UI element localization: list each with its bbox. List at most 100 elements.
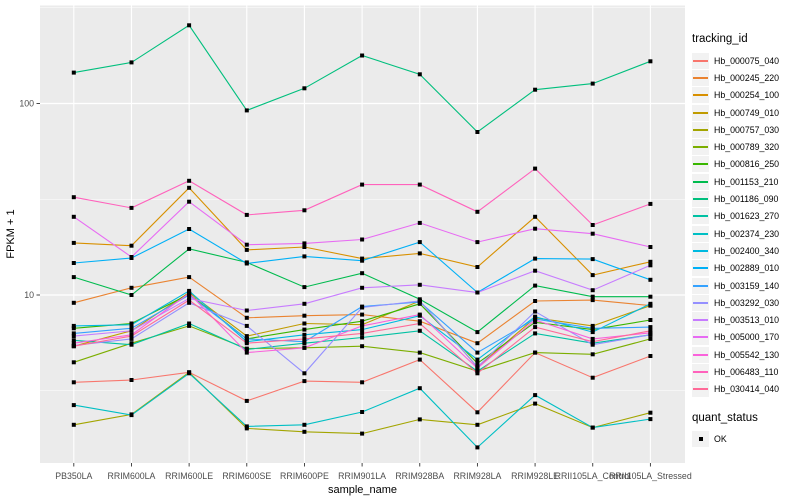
legend-item-label: Hb_002889_010 bbox=[714, 263, 780, 274]
legend-key bbox=[692, 139, 709, 156]
y-axis-title: FPKM + 1 bbox=[5, 209, 17, 258]
legend-item: Hb_000749_010 bbox=[692, 104, 800, 121]
data-point bbox=[417, 321, 422, 326]
data-point bbox=[417, 240, 422, 245]
data-point bbox=[533, 401, 538, 406]
data-point bbox=[590, 330, 595, 335]
data-point bbox=[302, 241, 307, 246]
data-point bbox=[244, 323, 249, 328]
data-point bbox=[71, 300, 76, 305]
data-point bbox=[71, 70, 76, 75]
legend-key bbox=[692, 381, 709, 398]
data-point bbox=[533, 309, 538, 314]
legend-key bbox=[692, 173, 709, 190]
data-point bbox=[244, 247, 249, 252]
data-point bbox=[302, 371, 307, 376]
legend-line-swatch bbox=[693, 388, 708, 391]
data-point bbox=[129, 322, 134, 327]
data-point bbox=[71, 261, 76, 265]
data-point bbox=[129, 205, 134, 210]
data-point bbox=[590, 231, 595, 236]
data-point bbox=[302, 321, 307, 326]
data-point bbox=[475, 265, 480, 269]
data-point bbox=[648, 417, 653, 422]
legend-key bbox=[692, 260, 709, 277]
legend-item: Hb_001153_210 bbox=[692, 173, 800, 190]
data-point bbox=[475, 209, 480, 214]
data-point bbox=[533, 314, 538, 319]
data-point bbox=[590, 273, 595, 278]
data-point bbox=[129, 413, 134, 418]
data-point bbox=[244, 350, 249, 355]
data-point bbox=[475, 130, 480, 134]
data-point bbox=[360, 319, 365, 324]
data-point bbox=[360, 271, 365, 276]
legend-item: Hb_001623_270 bbox=[692, 208, 800, 225]
data-point bbox=[71, 331, 76, 336]
data-point bbox=[244, 336, 249, 341]
legend-line-swatch bbox=[693, 353, 708, 356]
x-tick-label: RRIM928LA bbox=[453, 471, 501, 481]
data-point bbox=[648, 263, 653, 268]
data-point bbox=[590, 294, 595, 299]
data-point bbox=[417, 417, 422, 422]
data-point bbox=[71, 422, 76, 427]
legend-item: Hb_003292_030 bbox=[692, 294, 800, 311]
data-point bbox=[533, 299, 538, 303]
data-point bbox=[71, 275, 76, 280]
data-point bbox=[648, 277, 653, 282]
data-point bbox=[360, 380, 365, 385]
y-tick-label: 100 bbox=[19, 99, 34, 109]
legend: tracking_id Hb_000075_040 Hb_000245_220 Hb_… bbox=[692, 0, 800, 447]
data-point bbox=[648, 294, 653, 299]
data-point bbox=[71, 240, 76, 245]
data-point bbox=[71, 403, 76, 408]
data-point bbox=[129, 293, 134, 297]
data-point bbox=[475, 410, 480, 415]
legend-item-label: Hb_003292_030 bbox=[714, 297, 780, 308]
data-point bbox=[71, 195, 76, 200]
legend-item: Hb_006483_110 bbox=[692, 363, 800, 380]
legend-key bbox=[692, 277, 709, 294]
data-point bbox=[302, 254, 307, 259]
data-point bbox=[648, 318, 653, 322]
data-point bbox=[590, 223, 595, 227]
data-point bbox=[187, 300, 192, 305]
data-point bbox=[129, 342, 134, 347]
data-point bbox=[360, 182, 365, 187]
data-point bbox=[417, 299, 422, 303]
data-point bbox=[648, 259, 653, 264]
legend-line-swatch bbox=[693, 284, 708, 287]
data-point bbox=[533, 226, 538, 231]
data-point bbox=[302, 208, 307, 213]
data-point bbox=[648, 301, 653, 306]
legend-line-swatch bbox=[693, 319, 708, 322]
legend-item: Hb_001186_090 bbox=[692, 190, 800, 208]
data-point bbox=[244, 398, 249, 403]
legend-item: Hb_002889_010 bbox=[692, 260, 800, 277]
legend-line-swatch bbox=[693, 76, 708, 79]
data-point bbox=[187, 275, 192, 280]
legend-item: Hb_005000_170 bbox=[692, 329, 800, 346]
data-point bbox=[590, 352, 595, 357]
legend-item-label: Hb_001186_090 bbox=[714, 194, 779, 205]
data-point bbox=[71, 334, 76, 339]
data-point bbox=[187, 321, 192, 326]
legend-key bbox=[692, 430, 709, 447]
data-point bbox=[302, 327, 307, 332]
legend-key bbox=[692, 104, 709, 121]
legend-line-swatch bbox=[693, 180, 708, 183]
data-point bbox=[187, 199, 192, 204]
data-point bbox=[648, 328, 653, 333]
data-point bbox=[590, 257, 595, 262]
data-point bbox=[417, 357, 422, 362]
x-tick-label: RRIM928LE bbox=[511, 471, 559, 481]
legend-item: Hb_000245_220 bbox=[692, 69, 800, 86]
data-point bbox=[302, 379, 307, 384]
legend-item-label: Hb_000816_250 bbox=[714, 159, 780, 170]
data-point bbox=[533, 331, 538, 336]
data-point bbox=[475, 330, 480, 335]
data-point bbox=[417, 386, 422, 391]
data-point bbox=[533, 393, 538, 398]
data-point bbox=[590, 326, 595, 331]
